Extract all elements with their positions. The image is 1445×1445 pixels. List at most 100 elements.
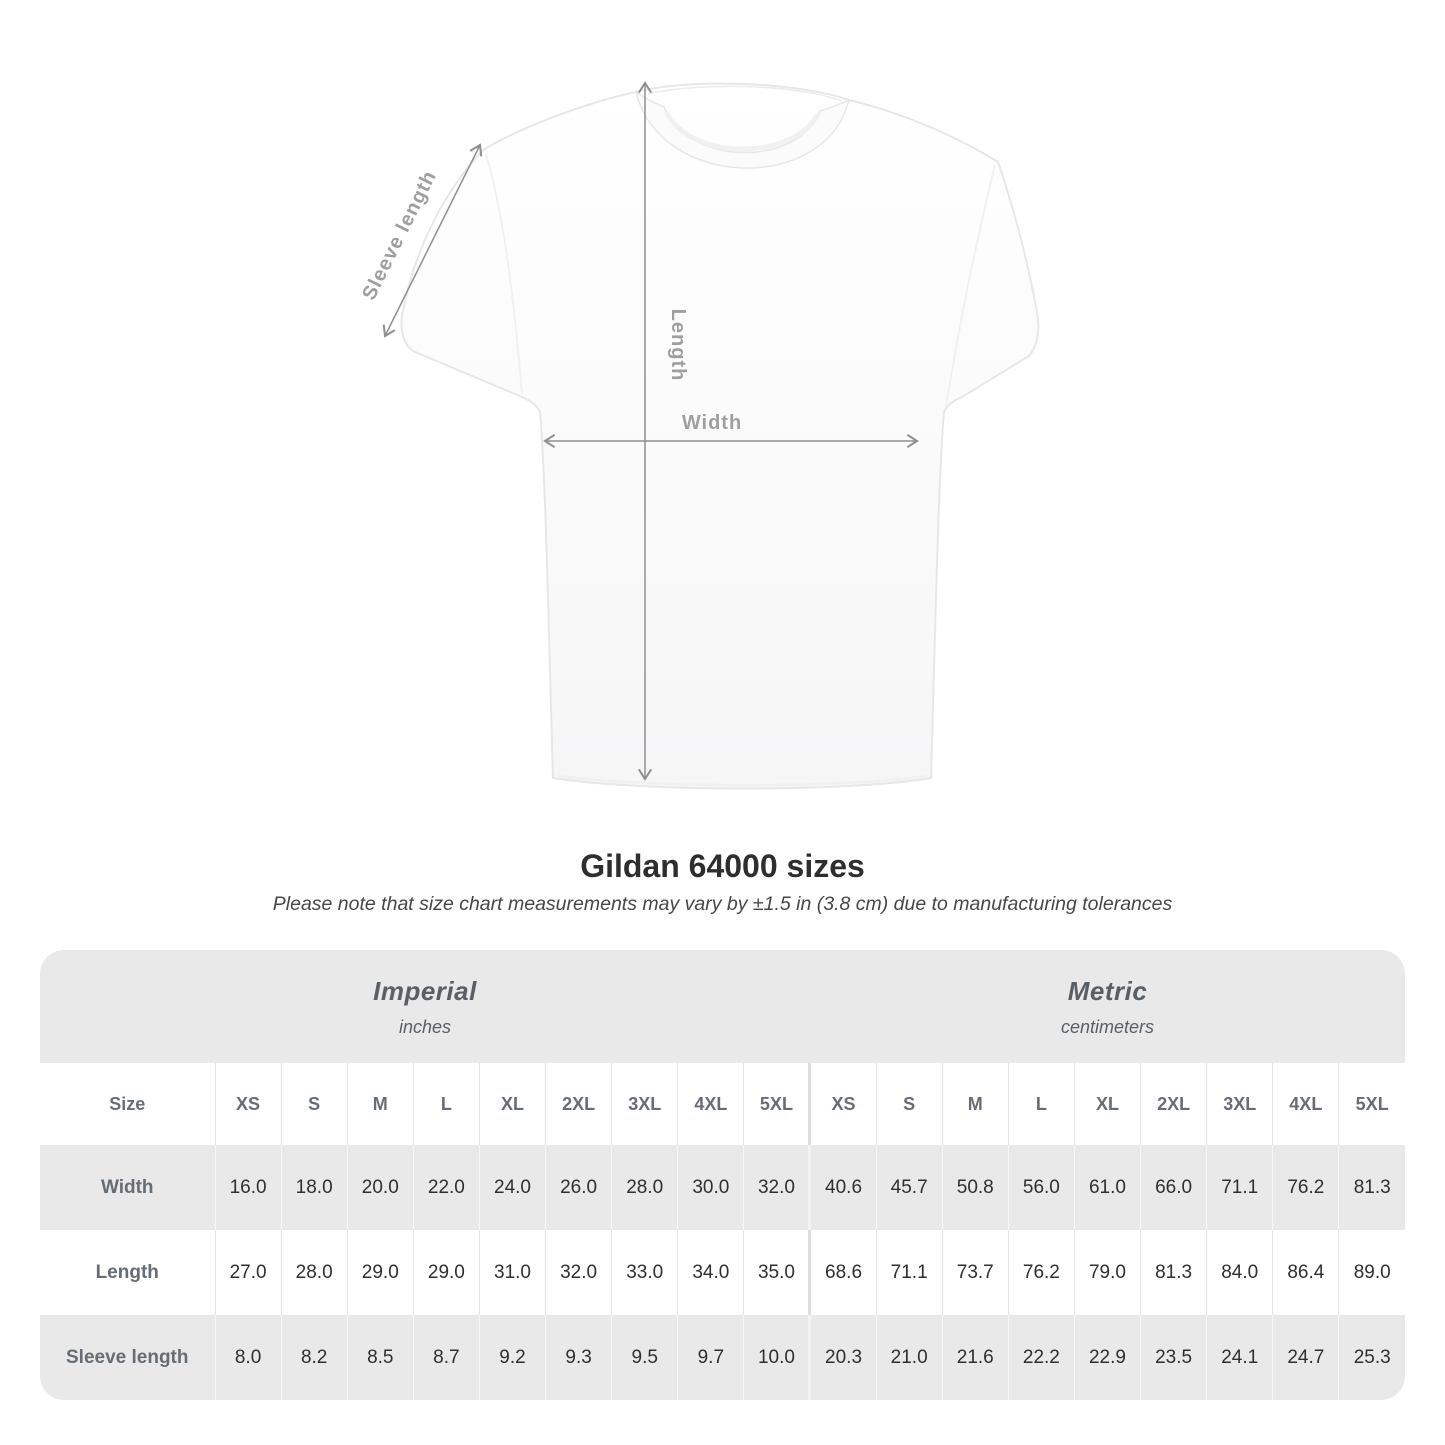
measurement-row-label: Length bbox=[95, 1261, 159, 1283]
measurement-value: 22.0 bbox=[412, 1145, 480, 1230]
measurement-value: 89.0 bbox=[1338, 1230, 1405, 1315]
size-column-header: 2XL bbox=[545, 1063, 612, 1145]
size-label: Size bbox=[109, 1093, 146, 1114]
measurement-value: 29.0 bbox=[346, 1230, 414, 1315]
size-header-row: Size XS S M L XL 2XL 3XL 4XL 5XL XS S M L XL 2XL 3XL 4XL 5… bbox=[40, 1063, 1405, 1145]
size-column-header: S bbox=[875, 1063, 943, 1145]
measurement-value: 8.0 bbox=[214, 1315, 282, 1400]
measurement-value: 9.3 bbox=[545, 1315, 612, 1400]
measurement-value: 18.0 bbox=[280, 1145, 348, 1230]
size-column-header: XS bbox=[214, 1063, 282, 1145]
measurement-value: 79.0 bbox=[1073, 1230, 1141, 1315]
size-column-header: M bbox=[346, 1063, 414, 1145]
units-header-row: Imperial inches Metric centimeters bbox=[40, 950, 1405, 1063]
size-column-header: 2XL bbox=[1140, 1063, 1207, 1145]
measurement-value: 81.3 bbox=[1140, 1230, 1207, 1315]
measurement-value: 8.2 bbox=[280, 1315, 348, 1400]
size-column-header: 5XL bbox=[1338, 1063, 1405, 1145]
measurement-value: 8.5 bbox=[346, 1315, 414, 1400]
measurement-value: 76.2 bbox=[1272, 1145, 1339, 1230]
measurement-value: 9.2 bbox=[478, 1315, 546, 1400]
measurement-value: 29.0 bbox=[412, 1230, 480, 1315]
measurement-value: 71.1 bbox=[875, 1230, 943, 1315]
table-row: Length 27.0 28.0 29.0 29.0 31.0 32.0 33.0 34.0 35… bbox=[40, 1230, 1405, 1315]
measurement-value: 16.0 bbox=[214, 1145, 282, 1230]
measurement-value: 84.0 bbox=[1206, 1230, 1273, 1315]
measurement-value: 8.7 bbox=[412, 1315, 480, 1400]
measurement-value: 28.0 bbox=[611, 1145, 678, 1230]
sleeve-length-arrow bbox=[382, 143, 483, 338]
measurement-value: 23.5 bbox=[1140, 1315, 1207, 1400]
measurement-value: 56.0 bbox=[1007, 1145, 1075, 1230]
metric-label: Metric bbox=[1067, 975, 1148, 1006]
tshirt-hem-shadow bbox=[557, 774, 927, 787]
size-column-header: 4XL bbox=[677, 1063, 744, 1145]
size-column-header: 4XL bbox=[1272, 1063, 1339, 1145]
measurement-value: 32.0 bbox=[743, 1145, 810, 1230]
measurement-value: 9.7 bbox=[677, 1315, 744, 1400]
measurement-row-label: Sleeve length bbox=[40, 1315, 215, 1400]
measurement-value: 81.3 bbox=[1338, 1145, 1405, 1230]
measurement-value: 30.0 bbox=[677, 1145, 744, 1230]
size-column-header: XS bbox=[808, 1063, 877, 1145]
imperial-unit-label: inches bbox=[398, 1016, 451, 1037]
measurement-value: 73.7 bbox=[941, 1230, 1009, 1315]
shirt-diagram-svg: Width Length Sleeve length bbox=[358, 81, 1040, 790]
size-column-header: M bbox=[941, 1063, 1009, 1145]
size-chart-table: Imperial inches Metric centimeters Size XS S M L… bbox=[40, 950, 1405, 1400]
measurement-value: 24.7 bbox=[1272, 1315, 1339, 1400]
measurement-value: 40.6 bbox=[808, 1145, 877, 1230]
measurement-value: 61.0 bbox=[1073, 1145, 1141, 1230]
measurement-value: 22.9 bbox=[1073, 1315, 1141, 1400]
measurement-value: 26.0 bbox=[545, 1145, 612, 1230]
measurement-value: 20.0 bbox=[346, 1145, 414, 1230]
tshirt-silhouette bbox=[400, 82, 1040, 790]
measurement-value: 68.6 bbox=[808, 1230, 877, 1315]
measurement-value: 34.0 bbox=[677, 1230, 744, 1315]
measurement-value: 10.0 bbox=[743, 1315, 810, 1400]
measurement-value: 27.0 bbox=[214, 1230, 282, 1315]
tshirt-left-seam bbox=[485, 153, 523, 395]
measurement-value: 22.2 bbox=[1007, 1315, 1075, 1400]
metric-unit-label: centimeters bbox=[1060, 1016, 1155, 1037]
measurement-value: 86.4 bbox=[1272, 1230, 1339, 1315]
size-column-header: L bbox=[412, 1063, 480, 1145]
size-column-header: L bbox=[1007, 1063, 1075, 1145]
tshirt-collar bbox=[634, 90, 851, 169]
size-column-header: XL bbox=[478, 1063, 546, 1145]
page-title: Gildan 64000 sizes bbox=[580, 848, 865, 884]
tshirt-collar-shadow bbox=[663, 110, 821, 152]
measurement-value: 50.8 bbox=[941, 1145, 1009, 1230]
measurement-value: 24.1 bbox=[1206, 1315, 1273, 1400]
measurement-value: 21.0 bbox=[875, 1315, 943, 1400]
tshirt-back-collar-line bbox=[647, 85, 843, 102]
size-column-header: S bbox=[280, 1063, 348, 1145]
table-row: Sleeve length 8.0 8.2 8.5 8.7 9.2 9.3 9.5 9.7 10.… bbox=[40, 1315, 1405, 1400]
measurement-value: 45.7 bbox=[875, 1145, 943, 1230]
tshirt-right-seam bbox=[945, 164, 996, 407]
tolerance-note: Please note that size chart measurements… bbox=[272, 893, 1173, 915]
measurement-value: 31.0 bbox=[478, 1230, 546, 1315]
measurement-value: 28.0 bbox=[280, 1230, 348, 1315]
size-chart-container: Imperial inches Metric centimeters Size XS S M L… bbox=[40, 950, 1405, 1400]
measurement-value: 25.3 bbox=[1338, 1315, 1405, 1400]
imperial-label: Imperial bbox=[373, 975, 477, 1006]
measurement-row-label: Width bbox=[40, 1145, 215, 1230]
shirt-measurement-diagram: Width Length Sleeve length bbox=[358, 81, 1040, 790]
size-column-header: 3XL bbox=[611, 1063, 678, 1145]
table-row: Width 16.0 18.0 20.0 22.0 24.0 26.0 28.0 30.0 32.… bbox=[40, 1145, 1405, 1230]
length-dimension-label: Length bbox=[667, 309, 689, 382]
measurement-value: 20.3 bbox=[808, 1315, 877, 1400]
measurement-value: 33.0 bbox=[611, 1230, 678, 1315]
measurement-value: 71.1 bbox=[1206, 1145, 1273, 1230]
measurement-value: 24.0 bbox=[478, 1145, 546, 1230]
size-column-header: 3XL bbox=[1206, 1063, 1273, 1145]
imperial-section-header: Imperial inches bbox=[40, 950, 810, 1063]
measurement-value: 21.6 bbox=[941, 1315, 1009, 1400]
size-column-header: XL bbox=[1073, 1063, 1141, 1145]
measurement-value: 32.0 bbox=[545, 1230, 612, 1315]
measurement-value: 9.5 bbox=[611, 1315, 678, 1400]
metric-section-header: Metric centimeters bbox=[809, 950, 1405, 1063]
measurement-value: 35.0 bbox=[743, 1230, 810, 1315]
width-dimension-label: Width bbox=[682, 412, 742, 434]
